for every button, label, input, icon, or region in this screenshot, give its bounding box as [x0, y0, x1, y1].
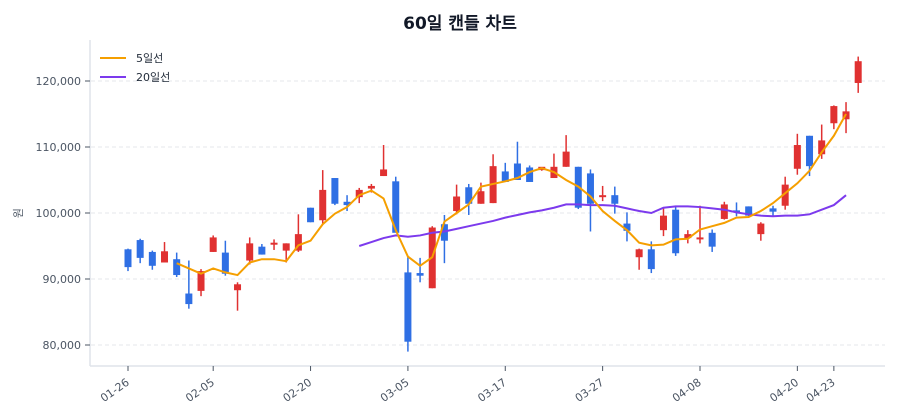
candle [221, 240, 229, 276]
candles [124, 56, 862, 352]
candle [733, 202, 740, 217]
candle [830, 105, 838, 130]
candle [611, 186, 619, 214]
y-axis-ticks: 80,000 90,000 100,000 110,000 120,000 [36, 75, 90, 352]
x-tick-label: 03-17 [475, 376, 509, 405]
x-axis-ticks: 01-26 02-05 02-20 03-05 03-17 03-27 04-08 04-20… [98, 366, 838, 405]
candle [124, 248, 132, 272]
candle [319, 170, 327, 225]
y-axis-label: 원 [12, 208, 25, 218]
candle [270, 239, 278, 250]
candle [392, 176, 400, 233]
candle [513, 141, 521, 180]
candle [380, 145, 388, 177]
candle [258, 244, 266, 255]
y-tick-label: 100,000 [36, 207, 82, 220]
candle [635, 248, 643, 270]
candle [769, 205, 777, 216]
candle [672, 205, 680, 256]
candle [501, 162, 509, 182]
legend-ma5-label: 5일선 [136, 51, 163, 65]
candle [465, 183, 473, 215]
candle [136, 238, 144, 264]
y-tick-label: 80,000 [43, 339, 82, 352]
candle [854, 56, 862, 93]
candle [331, 178, 339, 206]
candle [307, 207, 315, 223]
candle [599, 185, 607, 202]
ma5-line [176, 113, 847, 277]
candle [696, 205, 704, 244]
x-tick-label: 04-20 [767, 376, 801, 405]
candle [659, 207, 667, 237]
y-tick-label: 90,000 [43, 273, 82, 286]
candle [489, 154, 497, 204]
grid-lines [91, 80, 885, 346]
legend-ma20-label: 20일선 [136, 70, 170, 84]
candle [453, 184, 461, 215]
chart-title: 60일 캔들 차트 [403, 14, 517, 34]
candle [623, 212, 631, 242]
x-tick-label: 04-08 [670, 376, 704, 405]
candle [757, 222, 765, 241]
candle [647, 241, 655, 274]
candle [586, 169, 594, 232]
candle [161, 242, 169, 263]
candle [234, 282, 242, 311]
candle [209, 235, 217, 252]
candle [562, 135, 570, 167]
y-tick-label: 110,000 [36, 141, 82, 154]
x-tick-label: 02-05 [183, 376, 217, 405]
legend: 5일선 20일선 [100, 51, 170, 84]
candle [282, 243, 290, 263]
x-tick-label: 04-23 [804, 376, 838, 405]
candle [404, 257, 412, 352]
x-tick-label: 03-05 [378, 376, 412, 405]
y-tick-label: 120,000 [36, 75, 82, 88]
candle [148, 250, 156, 270]
x-tick-label: 03-27 [573, 376, 607, 405]
candle [708, 229, 716, 252]
candle [246, 237, 254, 265]
candle [684, 230, 692, 244]
candle [173, 252, 181, 278]
x-tick-label: 01-26 [98, 376, 132, 405]
candle [416, 257, 424, 283]
candle [343, 195, 351, 212]
x-tick-label: 02-20 [281, 376, 315, 405]
candle [793, 133, 801, 175]
